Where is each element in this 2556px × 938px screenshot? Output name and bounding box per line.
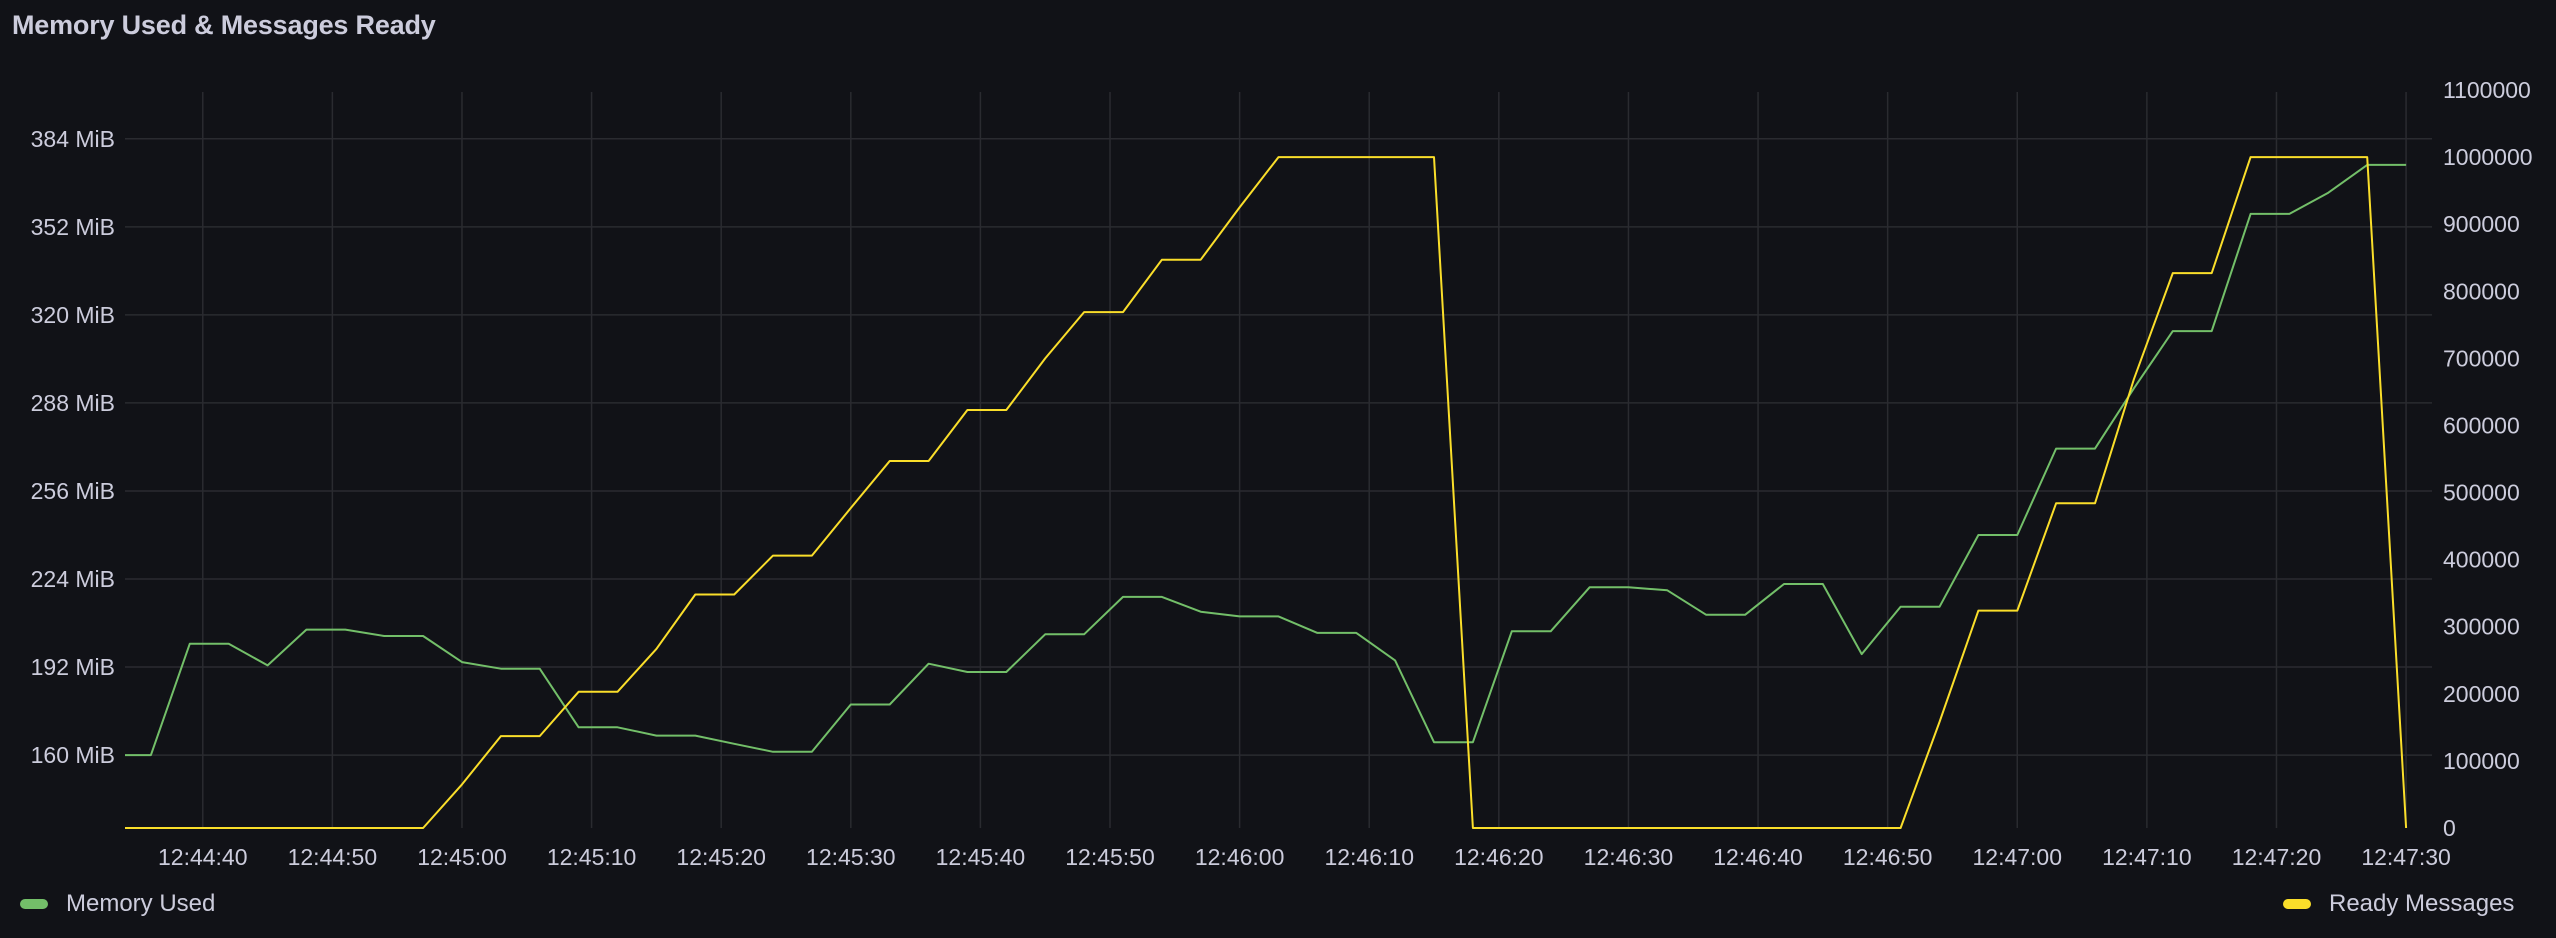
x-tick-label: 12:46:20 [1454,844,1544,870]
y-left-tick-label: 192 MiB [31,654,115,680]
left-axis: 160 MiB 192 MiB 224 MiB 256 MiB 288 MiB 320 M… [31,126,115,768]
right-axis: 0 100000 200000 300000 400000 500000 600000 700… [2443,77,2533,841]
y-right-tick-label: 100000 [2443,748,2520,774]
y-left-tick-label: 320 MiB [31,302,115,328]
x-tick-label: 12:46:10 [1324,844,1414,870]
y-right-tick-label: 0 [2443,815,2456,841]
x-tick-label: 12:47:10 [2102,844,2192,870]
memory-used-line [125,163,2407,757]
legend-label: Memory Used [66,890,216,917]
y-right-tick-label: 400000 [2443,547,2520,573]
x-tick-label: 12:44:50 [288,844,378,870]
x-tick-label: 12:45:10 [547,844,637,870]
x-tick-label: 12:47:00 [1972,844,2062,870]
y-right-tick-label: 600000 [2443,412,2520,438]
x-tick-label: 12:45:40 [936,844,1026,870]
y-left-tick-label: 224 MiB [31,566,115,592]
legend-swatch-memory-icon [20,899,48,909]
x-tick-label: 12:47:20 [2232,844,2322,870]
y-right-tick-label: 900000 [2443,211,2520,237]
x-tick-label: 12:46:00 [1195,844,1285,870]
x-tick-label: 12:46:30 [1584,844,1674,870]
y-right-tick-label: 200000 [2443,681,2520,707]
x-axis: 12:44:40 12:44:50 12:45:00 12:45:10 12:45:20… [158,844,2451,870]
legend-label: Ready Messages [2329,890,2515,917]
legend-item-ready-messages[interactable]: Ready Messages [2283,890,2514,918]
legend-item-memory-used[interactable]: Memory Used [20,890,215,918]
y-right-tick-label: 800000 [2443,278,2520,304]
y-left-tick-label: 384 MiB [31,126,115,152]
y-left-tick-label: 288 MiB [31,390,115,416]
y-left-tick-label: 352 MiB [31,214,115,240]
series-lines [125,156,2408,829]
y-right-tick-label: 300000 [2443,614,2520,640]
x-tick-label: 12:44:40 [158,844,248,870]
ready-messages-line [125,156,2408,829]
y-right-tick-label: 1100000 [2443,77,2531,103]
x-tick-label: 12:46:40 [1713,844,1803,870]
y-right-tick-label: 700000 [2443,345,2520,371]
x-tick-label: 12:47:30 [2361,844,2451,870]
legend-swatch-ready-icon [2283,899,2311,909]
x-tick-label: 12:45:50 [1065,844,1155,870]
y-right-tick-label: 1000000 [2443,144,2533,170]
panel-title: Memory Used & Messages Ready [12,10,436,40]
x-tick-label: 12:45:30 [806,844,896,870]
y-right-tick-label: 500000 [2443,480,2520,506]
y-left-tick-label: 256 MiB [31,478,115,504]
x-tick-label: 12:45:20 [676,844,766,870]
y-left-tick-label: 160 MiB [31,742,115,768]
x-tick-label: 12:46:50 [1843,844,1933,870]
x-tick-label: 12:45:00 [417,844,507,870]
grid [125,92,2432,828]
